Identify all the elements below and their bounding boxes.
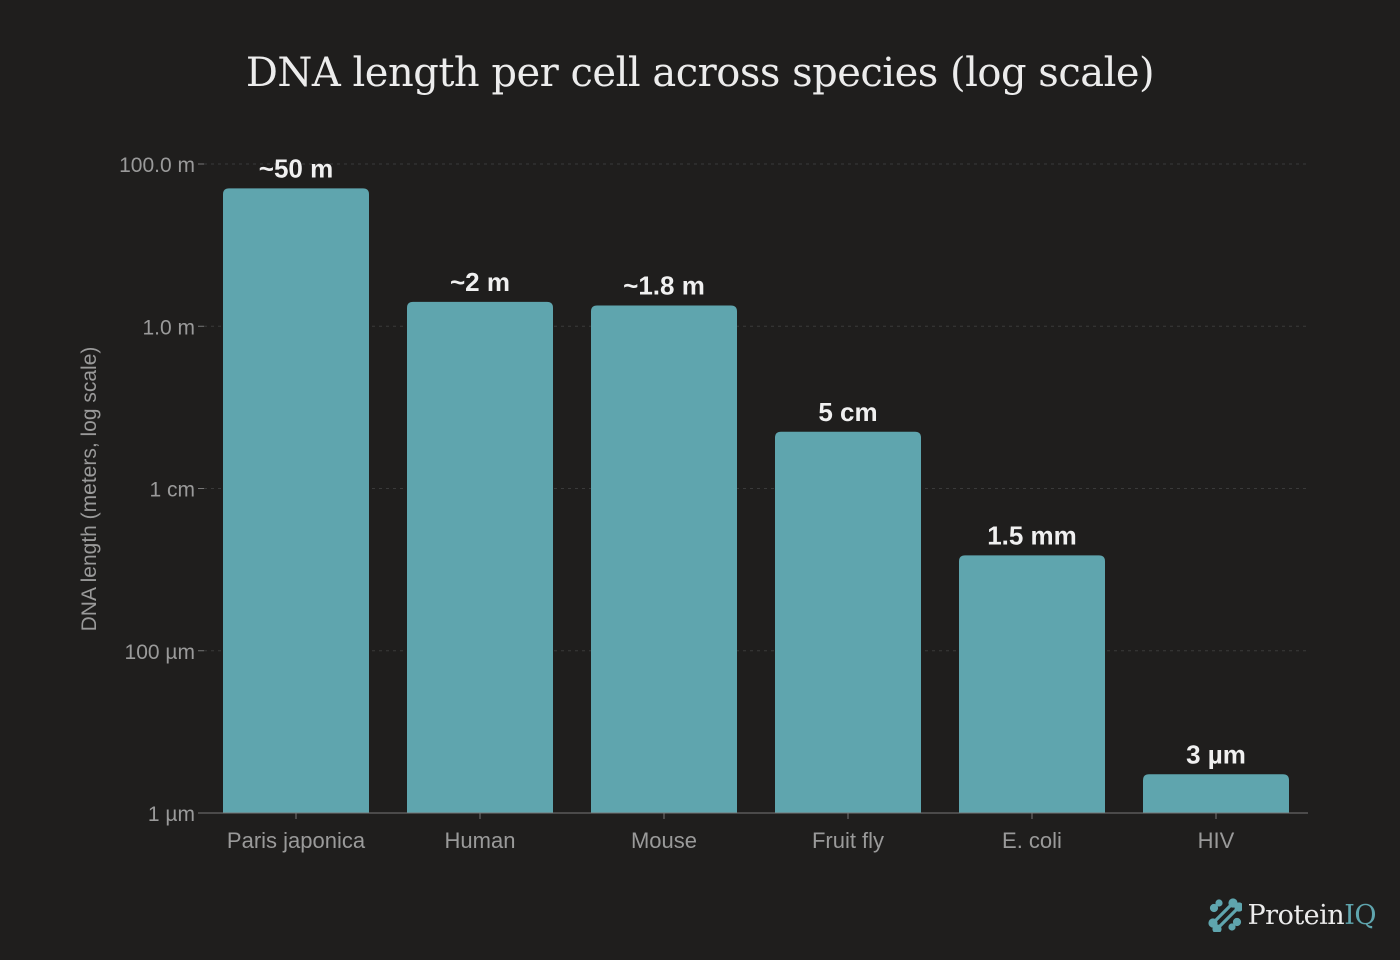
y-tick-label: 1 µm (148, 803, 195, 826)
data-label: 5 cm (818, 397, 877, 427)
x-tick-label: Fruit fly (812, 828, 884, 853)
data-label: 1.5 mm (987, 520, 1077, 550)
bar-mouse (591, 305, 737, 813)
y-tick-label: 1.0 m (142, 316, 195, 339)
x-tick-label: Mouse (631, 828, 697, 853)
data-label: 3 µm (1186, 739, 1246, 769)
bar-hiv (1143, 774, 1289, 813)
y-tick-label: 100 µm (125, 641, 195, 664)
bar-paris-japonica (223, 188, 369, 814)
data-label: ~1.8 m (623, 271, 705, 301)
x-tick-label: HIV (1198, 828, 1235, 853)
brand-name-part2: IQ (1344, 899, 1376, 931)
protein-network-icon (1207, 898, 1242, 932)
y-tick-label: 100.0 m (119, 154, 195, 177)
bar-e-coli (959, 555, 1105, 813)
brand-name-part1: Protein (1247, 899, 1345, 931)
x-tick-label: Paris japonica (227, 828, 366, 853)
x-tick-label: Human (445, 828, 516, 853)
x-tick-label: E. coli (1002, 828, 1062, 853)
data-label: ~2 m (450, 267, 510, 297)
y-tick-label: 1 cm (149, 479, 195, 502)
data-label: ~50 m (259, 153, 333, 183)
bar-fruit-fly (775, 431, 921, 813)
brand-name: ProteinIQ (1248, 900, 1377, 931)
y-axis-label: DNA length (meters, log scale) (78, 347, 101, 632)
brand-logo: ProteinIQ (1207, 898, 1377, 932)
bar-human (407, 301, 553, 813)
chart-title: DNA length per cell across species (log … (245, 50, 1155, 96)
